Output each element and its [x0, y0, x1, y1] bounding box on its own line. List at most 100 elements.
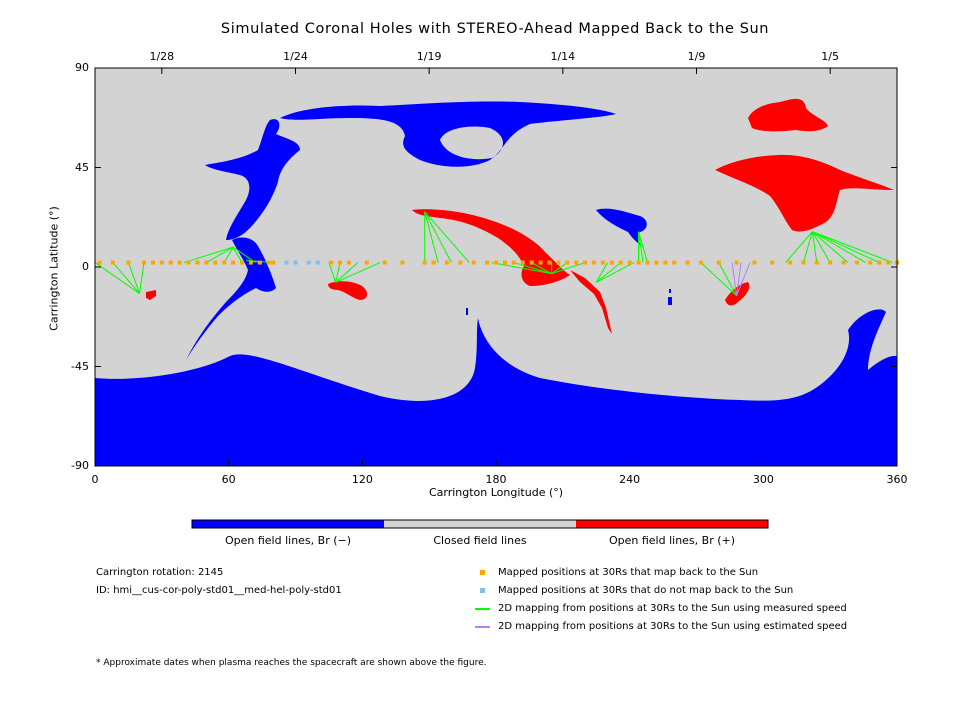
- x-tick-label: 180: [485, 473, 507, 486]
- estimated-mapping-line: [736, 262, 742, 296]
- north-pos-hole-top: [748, 98, 828, 132]
- north-hole-west: [205, 119, 300, 240]
- mapped-point-back: [854, 260, 859, 265]
- pos-hole-midwest: [328, 281, 368, 300]
- measured-mapping-line: [491, 262, 552, 275]
- mapped-point-back: [556, 260, 561, 265]
- legend-green-label: 2D mapping from positions at 30Rs to the…: [498, 603, 847, 614]
- mapped-point-back: [168, 260, 173, 265]
- mapped-point-back: [142, 260, 147, 265]
- mapped-point-back: [422, 260, 427, 265]
- measured-mapping-line: [596, 262, 635, 283]
- measured-mapping-line: [335, 262, 381, 283]
- measured-mapping-line: [811, 231, 818, 263]
- legend-green-line: [475, 608, 490, 610]
- mapped-point-back: [431, 260, 436, 265]
- chart-title: Simulated Coronal Holes with STEREO-Ahea…: [220, 21, 770, 37]
- mapped-point-back: [485, 260, 490, 265]
- mapped-point-back: [734, 260, 739, 265]
- mapped-point-back: [770, 260, 775, 265]
- mapped-point-back: [502, 260, 507, 265]
- mapped-point-back: [186, 260, 191, 265]
- colorbar-label-neg: Open field lines, Br (−): [224, 534, 352, 547]
- north-pos-hole-main: [715, 154, 894, 232]
- pos-hole-west-small: [146, 290, 156, 300]
- legend-orange-marker: [480, 570, 485, 575]
- measured-mapping-line: [785, 231, 813, 263]
- mapped-point-back: [346, 260, 351, 265]
- legend-blue-label: Mapped positions at 30Rs that do not map…: [498, 585, 794, 596]
- y-axis-label: Carrington Latitude (°): [47, 206, 61, 331]
- mapped-point-back: [257, 260, 262, 265]
- mapped-point-back: [801, 260, 806, 265]
- x-tick-label: 60: [221, 473, 236, 486]
- x-tick-label: 300: [752, 473, 774, 486]
- measured-mapping-line: [94, 262, 140, 294]
- measured-mapping-line: [232, 246, 256, 263]
- mapped-point-back: [444, 260, 449, 265]
- measured-mapping-line: [139, 262, 145, 294]
- mapped-point-back: [213, 260, 218, 265]
- x-axis-label: Carrington Longitude (°): [428, 486, 564, 499]
- colorbar-closed: [384, 520, 576, 528]
- mapped-point-back: [538, 260, 543, 265]
- mapped-point-back: [583, 260, 588, 265]
- measured-mapping-line: [812, 231, 849, 263]
- top-date-label: 1/19: [416, 50, 442, 63]
- mapped-point-back: [458, 260, 463, 265]
- measured-mapping-line: [335, 262, 341, 283]
- mapped-point-back: [618, 260, 623, 265]
- mapped-point-back: [841, 260, 846, 265]
- north-hole-main: [280, 101, 616, 167]
- mapped-point-back: [609, 260, 614, 265]
- mapped-point-back: [529, 260, 534, 265]
- mapped-point-back: [159, 260, 164, 265]
- measured-mapping-line: [638, 231, 648, 263]
- top-date-label: 1/9: [687, 50, 706, 63]
- rotation-text: Carrington rotation: 2145: [96, 567, 224, 578]
- measured-mapping-line: [551, 262, 568, 275]
- mapped-point-back: [788, 260, 793, 265]
- y-tick-label: -90: [71, 459, 89, 472]
- pos-hole-tail: [570, 270, 612, 334]
- measured-mapping-line: [812, 231, 867, 264]
- mapped-point-back: [814, 260, 819, 265]
- colorbar-pos: [576, 520, 768, 528]
- mapped-point-back: [698, 260, 703, 265]
- measured-mapping-line: [551, 262, 586, 275]
- mapped-point-back: [600, 260, 605, 265]
- mapped-point-back: [222, 260, 227, 265]
- legend-purple-line: [475, 626, 490, 628]
- measured-mapping-line: [531, 262, 552, 275]
- mapped-point-back: [565, 260, 570, 265]
- mapped-point-back: [654, 260, 659, 265]
- measured-mapping-line: [812, 231, 893, 264]
- legend-purple-label: 2D mapping from positions at 30Rs to the…: [498, 621, 848, 632]
- mapped-point-back: [868, 260, 873, 265]
- mapped-point-back: [877, 260, 882, 265]
- west-neck-hole: [186, 237, 276, 360]
- measured-mapping-line: [811, 231, 831, 263]
- measured-mapping-line: [223, 246, 234, 263]
- axis-ticks: [94, 67, 898, 467]
- colorbar-label-pos: Open field lines, Br (+): [608, 534, 736, 547]
- mapped-point-back: [627, 260, 632, 265]
- y-tick-label: 45: [75, 160, 89, 174]
- x-tick-label: 120: [351, 473, 373, 486]
- colorbar-frame: [191, 519, 769, 529]
- colorbar: [191, 519, 769, 529]
- mapped-point-back: [329, 260, 334, 265]
- mapped-point-back: [204, 260, 209, 265]
- mapped-point-back: [716, 260, 721, 265]
- measured-mapping-line: [595, 262, 622, 283]
- mapped-point-back: [511, 260, 516, 265]
- measured-mapping-line: [232, 246, 243, 263]
- mapped-point-no: [293, 260, 298, 265]
- mapped-point-back: [271, 260, 276, 265]
- estimated-mapping-line: [731, 262, 738, 296]
- mapped-point-back: [266, 260, 271, 265]
- mapped-point-back: [126, 260, 131, 265]
- measured-mapping-line: [206, 246, 234, 264]
- mapped-point-back: [382, 260, 387, 265]
